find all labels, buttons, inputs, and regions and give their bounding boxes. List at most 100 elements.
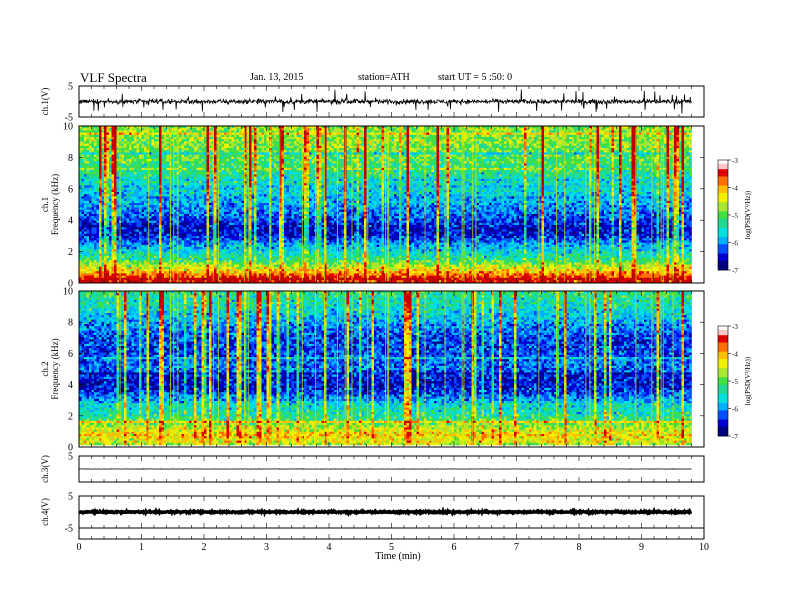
colorbar-tick-label: -3 — [732, 323, 738, 331]
colorbar-tick-label: -6 — [732, 240, 738, 248]
colorbar-cell — [718, 423, 728, 426]
colorbar-cell — [718, 337, 728, 340]
colorbar-cell — [718, 242, 728, 245]
y-tick-label: -5 — [65, 524, 73, 535]
colorbar-cell — [718, 388, 728, 391]
x-tick-label: 9 — [639, 542, 644, 553]
colorbar-cell — [718, 255, 728, 258]
colorbar-cell — [718, 209, 728, 212]
colorbar-cell — [718, 364, 728, 367]
colorbar-cell — [718, 204, 728, 207]
colorbar-cell — [718, 357, 728, 360]
colorbar-cell — [718, 419, 728, 422]
colorbar-cell — [718, 370, 728, 373]
colorbar-cell — [718, 346, 728, 349]
station-label: station=ATH — [358, 72, 410, 83]
x-tick-label: 8 — [577, 542, 582, 553]
colorbar-cell — [718, 335, 728, 338]
x-tick-label: 10 — [699, 542, 709, 553]
colorbar-tick-label: -3 — [732, 157, 738, 165]
colorbar-cell — [718, 246, 728, 249]
y-tick-label: 5 — [68, 492, 73, 503]
ch4-waveform-ylabel: ch.4(V) — [40, 498, 50, 526]
colorbar-cell — [718, 373, 728, 376]
colorbar-cell — [718, 421, 728, 424]
ch3-waveform-ylabel: ch.3(V) — [40, 455, 50, 483]
colorbar-cell — [718, 213, 728, 216]
colorbar-cell — [718, 390, 728, 393]
y-tick-label: 5 — [68, 452, 73, 463]
y-tick-label: 4 — [68, 216, 73, 227]
colorbar-cell — [718, 224, 728, 227]
colorbar-cell — [718, 171, 728, 174]
colorbar-cell — [718, 218, 728, 221]
colorbar-cell — [718, 410, 728, 413]
colorbar-tick-label: -4 — [732, 351, 738, 359]
colorbar-cell — [718, 342, 728, 345]
ch2-spectrogram-panel: 0 2 4 6 8 10 ch.2Frequency (kHz) — [40, 287, 705, 454]
colorbar-cell — [718, 381, 728, 384]
chart-title: VLF Spectra — [80, 70, 147, 86]
colorbar-cell — [718, 226, 728, 229]
ch4-waveform-trace — [78, 506, 693, 518]
y-tick-label: 0 — [68, 443, 73, 454]
colorbar-cell — [718, 182, 728, 185]
colorbar-cell — [718, 191, 728, 194]
colorbar-cell — [718, 187, 728, 190]
colorbar-cell — [718, 205, 728, 208]
colorbar-cell — [718, 262, 728, 265]
colorbar-cell — [718, 338, 728, 341]
start-time-label: start UT = 5 :50: 0 — [438, 72, 512, 83]
y-tick-label: 8 — [68, 153, 73, 164]
colorbar-cell — [718, 384, 728, 387]
colorbar-cell — [718, 393, 728, 396]
colorbar-cell — [718, 193, 728, 196]
colorbar-cell — [718, 268, 728, 271]
colorbar-cell — [718, 379, 728, 382]
y-tick-label: 0 — [68, 279, 73, 290]
colorbar-cell — [718, 397, 728, 400]
y-tick-label: 10 — [63, 122, 73, 133]
colorbar-cell — [718, 253, 728, 256]
colorbar-cell — [718, 395, 728, 398]
colorbar-cell — [718, 428, 728, 431]
colorbar-cell — [718, 368, 728, 371]
y-tick-label: 2 — [68, 411, 73, 422]
colorbar-cell — [718, 333, 728, 336]
ch1-spectrogram-panel: 0 2 4 6 8 10 ch.1Frequency (kHz) — [40, 122, 705, 290]
colorbar-cell — [718, 399, 728, 402]
colorbar-cell — [718, 362, 728, 365]
colorbar-cell — [718, 227, 728, 230]
colorbar-cell — [718, 233, 728, 236]
colorbar-cell — [718, 266, 728, 269]
colorbar-cell — [718, 412, 728, 415]
colorbar-cell — [718, 408, 728, 411]
colorbar-cell — [718, 260, 728, 263]
ch1-waveform-ylabel: ch.1(V) — [40, 88, 50, 116]
colorbar-cell — [718, 216, 728, 219]
colorbar-cell — [718, 180, 728, 183]
x-tick-label: 4 — [327, 542, 332, 553]
colorbar-cell — [718, 426, 728, 429]
colorbar-cell — [718, 403, 728, 406]
colorbar-cell — [718, 207, 728, 210]
ch1-colorbar-label: log(PSD(V²/Hz)) — [744, 190, 752, 239]
y-tick-label: 8 — [68, 318, 73, 329]
colorbar-cell — [718, 176, 728, 179]
date-label: Jan. 13, 2015 — [250, 72, 303, 83]
colorbar-cell — [718, 220, 728, 223]
y-tick-label: 10 — [63, 287, 73, 298]
x-tick-label: 1 — [139, 542, 144, 553]
ch2-spectrogram-ylabel: ch.2Frequency (kHz) — [40, 338, 60, 399]
colorbar-cell — [718, 160, 728, 163]
colorbar-cell — [718, 430, 728, 433]
colorbar-cell — [718, 432, 728, 435]
colorbar-cell — [718, 344, 728, 347]
colorbar-cell — [718, 189, 728, 192]
ch2-colorbar-label: log(PSD(V²/Hz)) — [744, 356, 752, 405]
colorbar-cell — [718, 222, 728, 225]
colorbar-cell — [718, 200, 728, 203]
ch2-spectrogram-cells — [79, 291, 692, 446]
colorbar-cell — [718, 406, 728, 409]
colorbar-cell — [718, 244, 728, 247]
